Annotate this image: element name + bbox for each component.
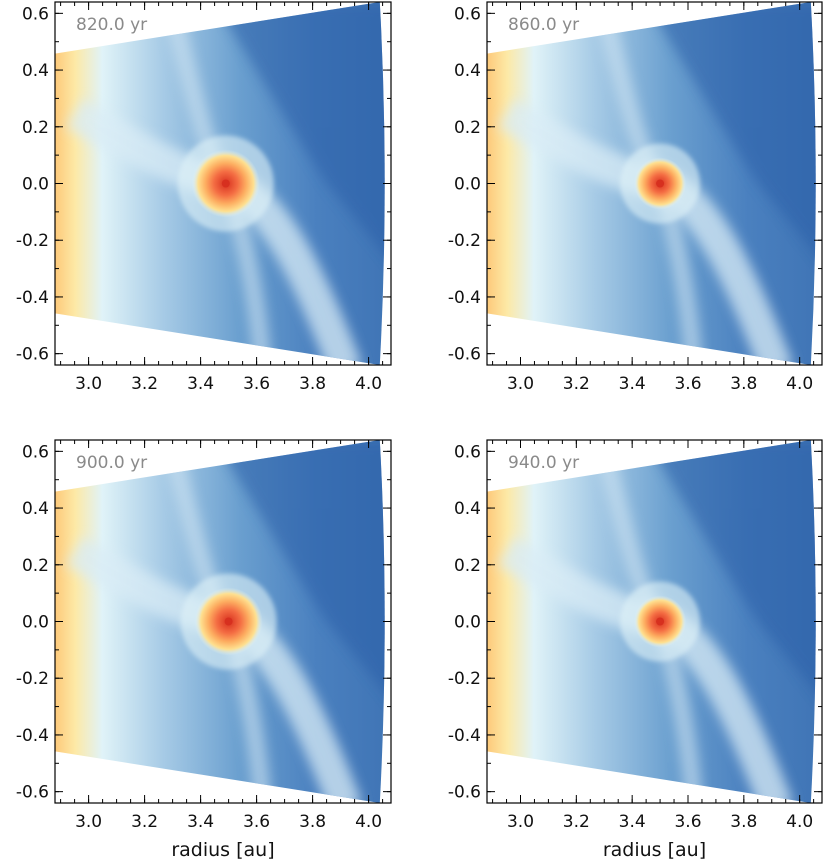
y-tick-label: -0.2 (16, 231, 49, 251)
y-tick-label: 0.6 (22, 4, 49, 24)
y-tick-label: 0.4 (22, 61, 49, 81)
density-field (55, 440, 385, 803)
y-tick-label: 0.6 (454, 4, 481, 24)
y-tick-label: 0.0 (454, 175, 481, 195)
time-label: 860.0 yr (508, 15, 579, 35)
x-tick-label: 3.4 (187, 812, 214, 832)
time-label: 940.0 yr (508, 453, 579, 473)
x-tick-label: 3.2 (563, 374, 590, 394)
y-tick-label: 0.2 (22, 118, 49, 138)
y-tick-label: 0.6 (454, 442, 481, 462)
x-tick-label: 4.0 (786, 812, 813, 832)
x-tick-label: 3.0 (507, 812, 534, 832)
x-tick-label: 3.4 (187, 374, 214, 394)
y-tick-label: -0.6 (448, 345, 481, 365)
planet-core (224, 617, 233, 626)
x-tick-label: 3.0 (75, 812, 102, 832)
y-tick-label: -0.2 (16, 669, 49, 689)
density-field (55, 2, 385, 365)
y-tick-label: 0.6 (22, 442, 49, 462)
planet-core (656, 617, 665, 626)
low-density-region (214, 440, 385, 707)
y-tick-label: 0.2 (454, 118, 481, 138)
planet-core (656, 179, 665, 188)
x-tick-label: 3.2 (131, 812, 158, 832)
x-tick-label: 3.6 (243, 812, 270, 832)
y-tick-label: -0.6 (16, 345, 49, 365)
y-tick-label: -0.4 (448, 726, 481, 746)
panel-1: 3.0 3.2 3.4 3.6 3.8 4.0 0.6 0.4 0.2 0.0 -0.2 -0.4 -0… (16, 1, 392, 394)
y-tick-label: -0.2 (448, 669, 481, 689)
low-density-region (646, 440, 816, 707)
panel-4: 3.0 3.2 3.4 3.6 3.8 4.0 0.6 0.4 0.2 0.0 -0.2 -0.4 -0… (448, 439, 823, 861)
y-tick-label: 0.0 (454, 613, 481, 633)
y-tick-label: 0.0 (22, 613, 49, 633)
low-density-region (214, 2, 385, 269)
x-tick-label: 3.0 (75, 374, 102, 394)
x-tick-label: 3.8 (730, 374, 757, 394)
y-tick-label: -0.2 (448, 231, 481, 251)
y-tick-label: 0.0 (22, 175, 49, 195)
x-tick-label: 4.0 (786, 374, 813, 394)
panel-3: 3.0 3.2 3.4 3.6 3.8 4.0 0.6 0.4 0.2 0.0 -0.2 -0.4 -0… (16, 439, 392, 861)
x-axis-title: radius [au] (171, 839, 274, 861)
x-tick-label: 4.0 (355, 374, 382, 394)
x-tick-label: 3.6 (674, 374, 701, 394)
x-tick-label: 3.6 (243, 374, 270, 394)
y-tick-label: -0.4 (16, 288, 49, 308)
density-field (487, 2, 816, 365)
x-tick-label: 3.4 (619, 812, 646, 832)
panel-2: 3.0 3.2 3.4 3.6 3.8 4.0 0.6 0.4 0.2 0.0 -0.2 -0.4 -0… (448, 1, 823, 394)
y-tick-label: -0.4 (16, 726, 49, 746)
low-density-region (646, 2, 816, 269)
y-tick-label: -0.6 (448, 783, 481, 803)
time-label: 820.0 yr (76, 15, 147, 35)
x-tick-label: 3.8 (299, 812, 326, 832)
x-tick-label: 3.8 (299, 374, 326, 394)
planet-core (221, 179, 230, 188)
x-tick-label: 3.0 (507, 374, 534, 394)
x-tick-label: 3.2 (563, 812, 590, 832)
x-tick-label: 3.6 (674, 812, 701, 832)
density-field (487, 440, 816, 803)
x-tick-label: 4.0 (355, 812, 382, 832)
x-tick-label: 3.4 (619, 374, 646, 394)
y-tick-label: 0.4 (454, 499, 481, 519)
time-label: 900.0 yr (76, 453, 147, 473)
x-tick-label: 3.8 (730, 812, 757, 832)
y-tick-label: 0.4 (22, 499, 49, 519)
y-tick-label: -0.4 (448, 288, 481, 308)
y-tick-label: 0.2 (22, 556, 49, 576)
x-axis-title: radius [au] (603, 839, 706, 861)
x-tick-label: 3.2 (131, 374, 158, 394)
y-tick-label: -0.6 (16, 783, 49, 803)
y-tick-label: 0.4 (454, 61, 481, 81)
y-tick-label: 0.2 (454, 556, 481, 576)
